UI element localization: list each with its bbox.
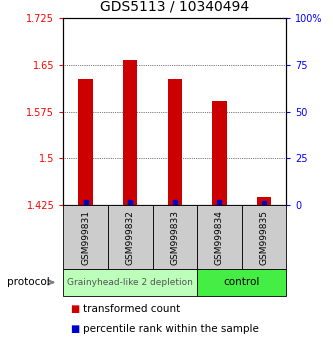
Bar bbox=[212, 101, 226, 205]
Text: GSM999834: GSM999834 bbox=[215, 210, 224, 265]
Text: GSM999831: GSM999831 bbox=[81, 210, 90, 265]
Text: Grainyhead-like 2 depletion: Grainyhead-like 2 depletion bbox=[67, 278, 193, 287]
Bar bbox=[79, 79, 93, 205]
Title: GDS5113 / 10340494: GDS5113 / 10340494 bbox=[100, 0, 249, 14]
Text: ■: ■ bbox=[70, 304, 79, 314]
Bar bbox=[123, 60, 137, 205]
Text: control: control bbox=[223, 277, 260, 287]
Bar bbox=[168, 79, 182, 205]
Text: percentile rank within the sample: percentile rank within the sample bbox=[83, 324, 259, 334]
Text: GSM999833: GSM999833 bbox=[170, 210, 179, 265]
Text: protocol: protocol bbox=[7, 277, 50, 287]
Bar bbox=[257, 197, 271, 205]
Text: GSM999832: GSM999832 bbox=[126, 210, 135, 265]
Text: transformed count: transformed count bbox=[83, 304, 180, 314]
Text: ■: ■ bbox=[70, 324, 79, 334]
Text: GSM999835: GSM999835 bbox=[259, 210, 269, 265]
